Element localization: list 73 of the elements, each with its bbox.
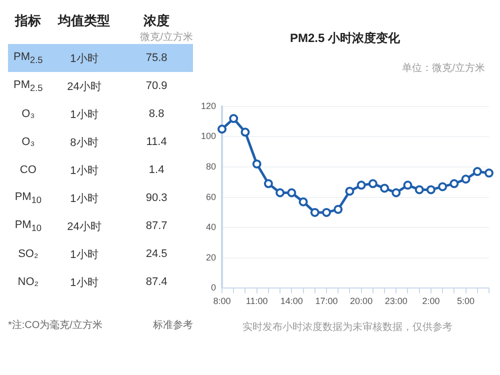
- x-tick-label: 20:00: [350, 296, 373, 306]
- text: PM$_{2.5}$: [12, 78, 44, 96]
- point: [368, 179, 378, 188]
- point: [414, 185, 424, 194]
- chart-title: PM2.5 小时浓度变化: [288, 30, 401, 47]
- text: 1小时: [69, 192, 100, 206]
- point: [380, 184, 390, 193]
- text: 87.4: [144, 275, 168, 290]
- point: [345, 186, 354, 196]
- y-tick-label: 120: [200, 100, 216, 111]
- text: 1小时: [69, 276, 100, 290]
- point: [392, 188, 401, 198]
- x-tick-label: 11:00: [246, 296, 268, 306]
- text: 1.4: [148, 163, 166, 178]
- x-tick-label: 5:00: [457, 296, 475, 306]
- text: 1小时: [69, 108, 100, 122]
- text: O₃: [20, 107, 36, 122]
- point: [472, 167, 482, 176]
- point: [310, 208, 320, 217]
- point: [356, 180, 366, 190]
- text: 1小时: [69, 248, 100, 262]
- point: [461, 174, 470, 184]
- point: [229, 114, 238, 124]
- x-tick-label: 8:00: [213, 296, 231, 306]
- text: O₃: [20, 135, 36, 150]
- point: [403, 180, 412, 190]
- point: [276, 188, 285, 198]
- point: [218, 124, 227, 134]
- text: 标准参考: [153, 318, 193, 332]
- text: 8小时: [69, 136, 100, 150]
- text: 24.5: [144, 247, 168, 262]
- text: SO₂: [17, 247, 40, 262]
- point: [450, 179, 459, 188]
- text: 浓度: [142, 12, 171, 30]
- point: [240, 128, 250, 137]
- text: 均值类型: [56, 12, 112, 30]
- point: [334, 204, 343, 214]
- text: PM$_{10}$: [14, 190, 43, 208]
- text: PM$_{10}$: [14, 218, 43, 236]
- text: 90.3: [144, 191, 168, 206]
- text: 70.9: [144, 79, 168, 94]
- y-tick-label: 60: [206, 192, 216, 202]
- text: 实时发布小时浓度数据为未审核数据，仅供参考: [242, 320, 454, 334]
- point: [426, 185, 436, 194]
- x-tick-label: 2:00: [422, 296, 440, 306]
- y-tick-label: 80: [206, 161, 216, 172]
- text: 微克/立方米: [139, 30, 193, 44]
- text: 87.7: [144, 219, 168, 234]
- text: 1小时: [69, 164, 100, 178]
- text: NO₂: [16, 275, 40, 290]
- y-tick-label: 100: [200, 131, 216, 142]
- text: *注:CO为毫克/立方米: [8, 318, 102, 332]
- point: [264, 179, 273, 188]
- y-tick-label: 20: [206, 252, 216, 262]
- x-tick-label: 23:00: [384, 296, 408, 306]
- point: [438, 182, 448, 192]
- selected-row-highlight: PM$_{2.5}$ 1小时 75.8: [8, 44, 193, 72]
- text: 24小时: [66, 220, 102, 234]
- y-tick-label: 40: [206, 222, 216, 232]
- x-tick-label: 17:00: [315, 296, 338, 306]
- point: [287, 188, 296, 198]
- point: [252, 159, 262, 168]
- text: CO: [18, 163, 38, 178]
- chart-subtitle: 单位：微克/立方米: [401, 62, 486, 75]
- text: 指标: [14, 12, 42, 30]
- text: 11.4: [145, 135, 168, 150]
- text: 24小时: [66, 80, 102, 94]
- point: [298, 197, 308, 206]
- point: [484, 168, 494, 178]
- text: 8.8: [148, 107, 166, 122]
- point: [322, 208, 331, 217]
- y-tick-label: 0: [211, 282, 216, 293]
- x-tick-label: 14:00: [280, 296, 303, 306]
